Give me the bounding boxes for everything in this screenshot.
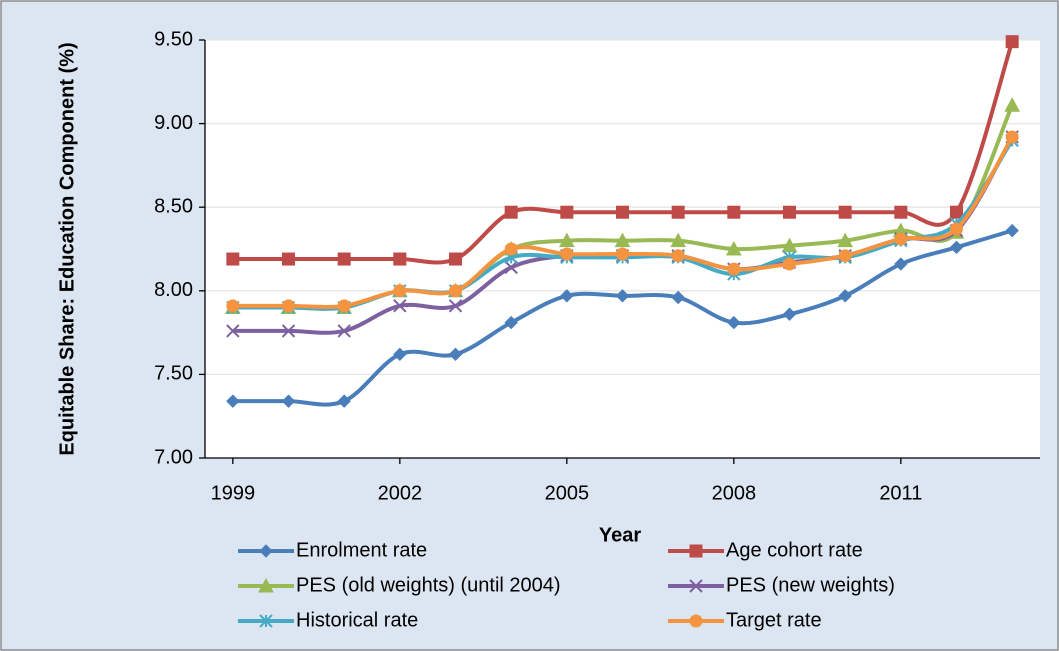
marker [1005, 130, 1019, 144]
series-line [232, 41, 1015, 265]
marker [281, 394, 296, 408]
marker [226, 299, 240, 313]
marker [337, 324, 351, 338]
marker [950, 222, 963, 236]
marker [949, 240, 964, 255]
marker [282, 299, 295, 313]
marker [337, 252, 351, 266]
marker [670, 232, 687, 248]
marker [282, 252, 295, 266]
marker [837, 232, 854, 248]
marker [448, 299, 463, 313]
marker [449, 284, 462, 298]
marker [727, 205, 741, 219]
marker [727, 315, 741, 330]
marker [226, 324, 240, 338]
marker [782, 307, 797, 321]
marker [448, 347, 463, 362]
legend-label: Enrolment rate [296, 539, 427, 561]
marker [259, 544, 273, 558]
legend-label: Historical rate [296, 609, 418, 631]
marker [393, 299, 407, 313]
marker [449, 252, 462, 266]
marker [783, 257, 796, 271]
y-axis-title: Equitable Share: Education Component (%) [56, 42, 78, 455]
x-tick-label: 2002 [378, 482, 423, 504]
marker [504, 260, 518, 275]
marker [560, 205, 574, 219]
marker [671, 249, 685, 263]
x-tick-label: 2011 [879, 482, 922, 504]
marker [783, 205, 796, 219]
marker [558, 232, 575, 248]
y-tick-label: 9.00 [154, 112, 193, 134]
marker [616, 205, 629, 219]
marker [259, 614, 273, 628]
marker [689, 614, 703, 628]
marker [616, 247, 629, 261]
y-tick-label: 7.50 [154, 363, 193, 385]
marker [1005, 223, 1019, 238]
marker [838, 249, 852, 263]
marker [689, 544, 703, 558]
marker [337, 299, 351, 313]
legend-label: PES (new weights) [726, 574, 895, 596]
marker [504, 242, 518, 256]
x-tick-label: 2005 [545, 482, 590, 504]
marker [258, 577, 274, 593]
marker [894, 205, 908, 219]
legend-label: Age cohort rate [726, 539, 863, 561]
marker [226, 394, 240, 408]
x-axis-title: Year [599, 524, 641, 546]
legend-label: PES (old weights) (until 2004) [296, 574, 561, 596]
marker [894, 232, 908, 246]
marker [671, 290, 685, 305]
marker [950, 205, 963, 219]
x-tick-label: 2008 [712, 482, 757, 504]
marker [1005, 35, 1019, 49]
marker [560, 289, 574, 303]
marker [281, 324, 296, 338]
marker [504, 315, 518, 330]
marker [393, 347, 407, 362]
marker [725, 240, 742, 256]
y-tick-label: 8.50 [154, 195, 193, 217]
marker [671, 205, 685, 219]
legend-label: Target rate [726, 609, 822, 631]
marker [614, 232, 631, 248]
marker [393, 284, 407, 298]
marker [894, 257, 908, 271]
marker [337, 394, 351, 408]
marker [615, 289, 630, 303]
y-tick-label: 8.00 [154, 279, 193, 301]
marker [689, 579, 703, 593]
marker [727, 262, 741, 276]
y-tick-label: 9.50 [154, 28, 193, 50]
marker [838, 289, 852, 303]
marker [560, 247, 574, 261]
marker [838, 205, 852, 219]
x-tick-label: 1999 [211, 482, 256, 504]
marker [504, 205, 518, 219]
marker [1004, 97, 1021, 112]
y-tick-label: 7.00 [154, 446, 193, 468]
marker [226, 252, 240, 266]
marker [393, 252, 407, 266]
